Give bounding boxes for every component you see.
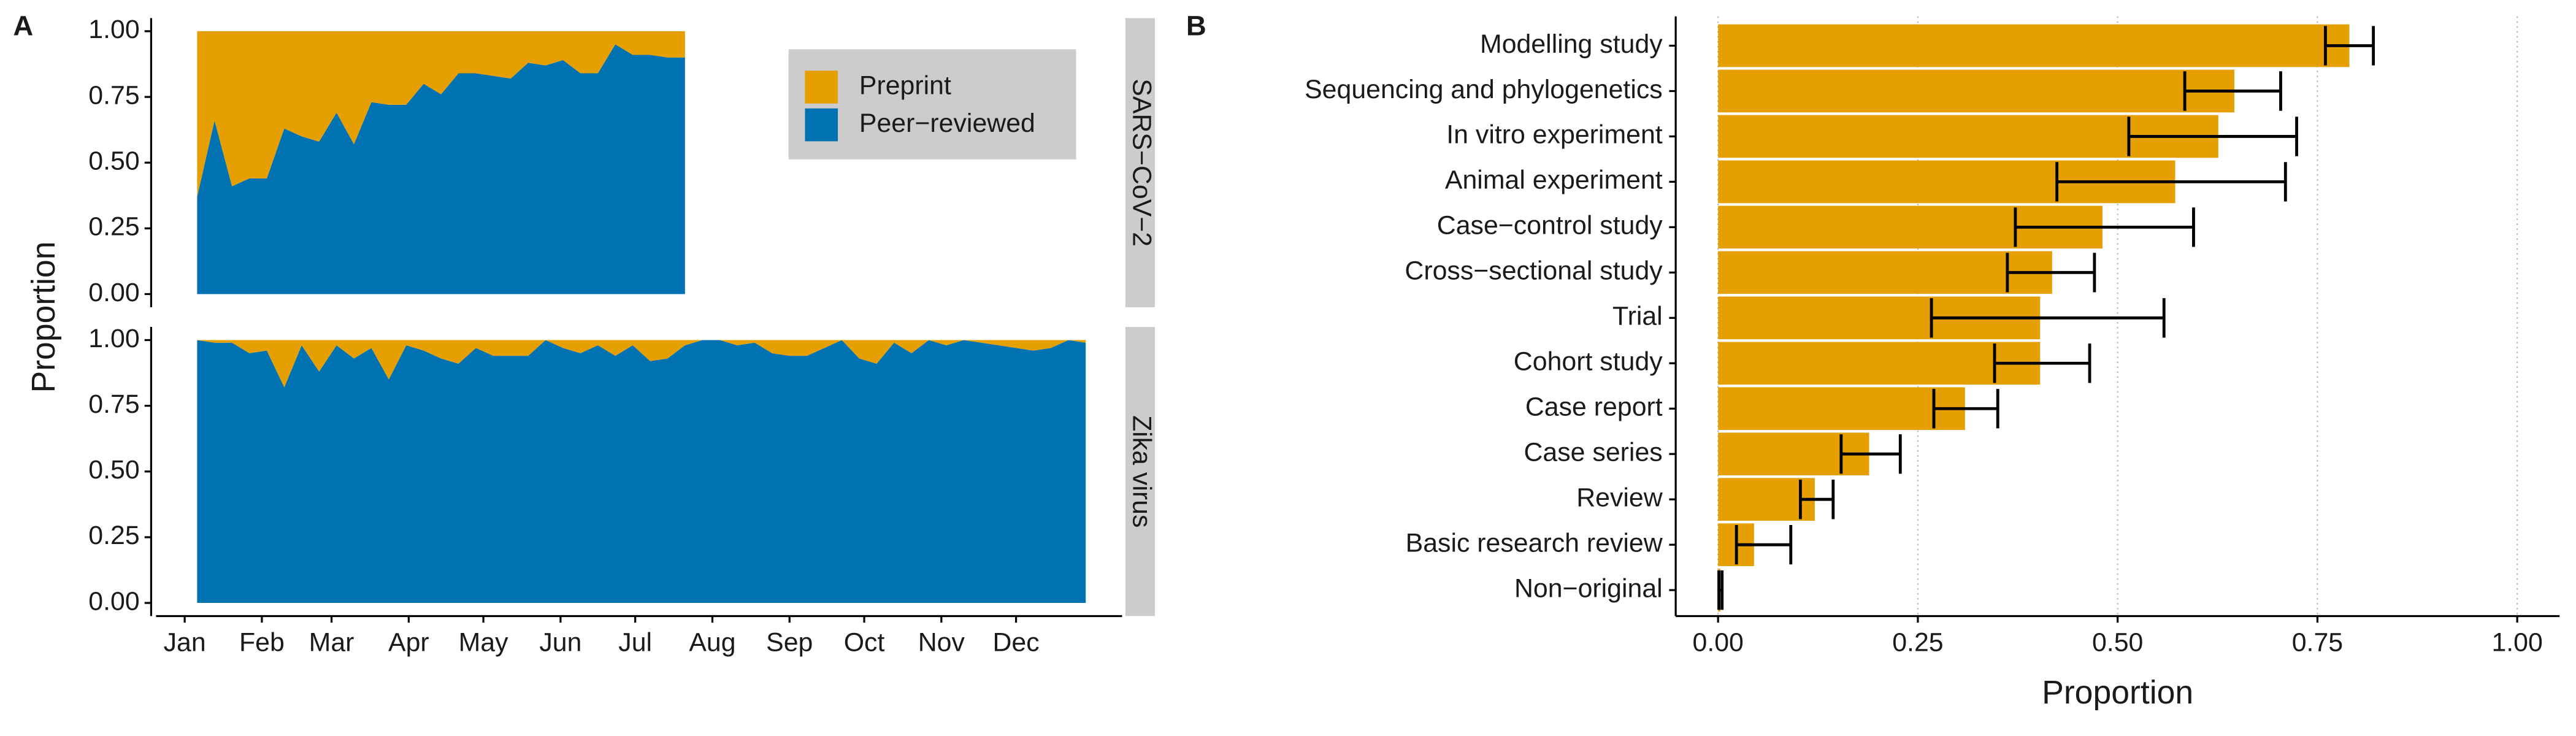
bar (1718, 342, 2041, 385)
x-tick-label: 0.50 (2092, 627, 2143, 657)
y-tick-label: 1.00 (88, 15, 139, 44)
x-tick-label: Apr (388, 627, 429, 657)
x-tick-label: 1.00 (2491, 627, 2542, 657)
area (197, 340, 1086, 604)
error-bar (2324, 26, 2375, 66)
bar (1718, 69, 2234, 113)
x-tick-label: Aug (689, 627, 735, 657)
y-tick-label: 1.00 (88, 324, 139, 353)
y-tick-label: Modelling study (1480, 29, 1663, 59)
x-tick-label: Sep (766, 627, 813, 657)
error-bar (1930, 298, 2166, 338)
y-tick-label: Case−control study (1437, 211, 1663, 240)
y-tick-label: In vitro experiment (1446, 120, 1663, 150)
y-tick-label: Basic research review (1406, 528, 1663, 558)
legend-label: Peer−reviewed (859, 109, 1035, 138)
x-tick-label: Dec (992, 627, 1039, 657)
error-bar (1717, 570, 1724, 610)
y-tick-label: 0.50 (88, 146, 139, 175)
bar (1718, 251, 2052, 294)
facet-strip (1125, 18, 1156, 307)
x-tick-label: Jan (164, 627, 206, 657)
area (197, 31, 685, 197)
x-tick-label: Mar (309, 627, 355, 657)
facet-strip (1125, 327, 1156, 616)
error-bar (1735, 525, 1793, 565)
legend-label: Preprint (859, 71, 951, 100)
y-tick-label: Review (1576, 483, 1663, 512)
y-tick-label: Case report (1525, 393, 1663, 422)
x-axis-label: Proportion (2042, 675, 2193, 711)
error-bar (1839, 434, 1902, 474)
bar (1718, 478, 1815, 521)
y-tick-label: Sequencing and phylogenetics (1305, 75, 1663, 104)
y-tick-label: 0.00 (88, 586, 139, 616)
error-bar (2127, 117, 2298, 156)
y-tick-label: 0.50 (88, 455, 139, 485)
x-tick-label: Jul (618, 627, 652, 657)
facet-label: Zika virus (1127, 415, 1157, 527)
y-tick-label: 0.25 (88, 212, 139, 242)
bar (1718, 387, 1965, 431)
x-tick-label: Oct (844, 627, 885, 657)
y-tick-label: Non−original (1514, 573, 1663, 603)
area (197, 340, 1086, 388)
area (197, 44, 685, 294)
x-tick-label: 0.00 (1693, 627, 1744, 657)
legend-box (788, 49, 1076, 159)
y-tick-label: 0.00 (88, 278, 139, 307)
error-bar (1993, 343, 2091, 383)
facet-label: SARS−CoV−2 (1127, 79, 1157, 247)
y-tick-label: Case series (1524, 438, 1662, 467)
error-bar (2055, 162, 2287, 202)
legend-key (805, 71, 838, 104)
x-tick-label: May (459, 627, 509, 657)
y-tick-label: Cohort study (1514, 347, 1663, 377)
x-tick-label: Feb (239, 627, 285, 657)
y-tick-label: Cross−sectional study (1405, 256, 1663, 286)
x-tick-label: 0.75 (2292, 627, 2343, 657)
x-tick-label: Nov (918, 627, 965, 657)
y-tick-label: 0.25 (88, 521, 139, 550)
bar (1718, 24, 2350, 67)
error-bar (1932, 389, 1999, 429)
y-tick-label: Trial (1612, 302, 1663, 331)
x-tick-label: Jun (539, 627, 581, 657)
legend-key (805, 108, 838, 142)
y-tick-label: 0.75 (88, 80, 139, 110)
y-tick-label: 0.75 (88, 389, 139, 419)
panel-label: B (1186, 10, 1206, 42)
y-axis-label: Proportion (26, 241, 62, 393)
x-tick-label: 0.25 (1892, 627, 1943, 657)
y-tick-label: Animal experiment (1445, 166, 1663, 195)
panel-label: A (13, 10, 33, 42)
error-bar (2014, 207, 2195, 247)
error-bar (1798, 480, 1835, 519)
error-bar (2006, 253, 2096, 293)
error-bar (2183, 71, 2282, 111)
